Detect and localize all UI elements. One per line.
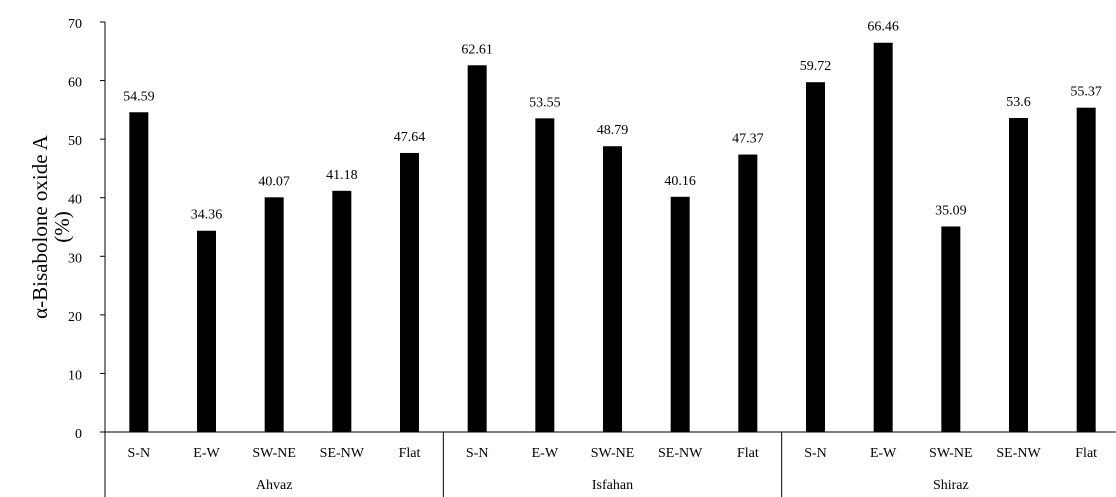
bar: [873, 42, 893, 433]
y-tick-label: 40: [68, 193, 82, 208]
x-tick-label: S-N: [466, 446, 489, 461]
data-label: 47.37: [732, 132, 764, 147]
x-tick-label: SW-NE: [252, 446, 296, 461]
y-axis-label-line: α-Bisabolone oxide A: [28, 134, 52, 318]
x-tick-label: E-W: [193, 446, 220, 461]
bar: [806, 82, 825, 432]
bar: [467, 65, 487, 432]
y-tick-label: 30: [68, 251, 82, 266]
x-axis-labels: S-N E-W SW-NE SE-NW Flat Ahvaz S-N E-W SW-NE SE-N…: [128, 446, 1098, 493]
data-label: 66.46: [867, 20, 899, 35]
data-label: 62.61: [461, 42, 493, 57]
bar: [197, 230, 216, 432]
group-label: Isfahan: [592, 478, 633, 493]
bar: [129, 112, 149, 432]
x-tick-label: S-N: [804, 446, 827, 461]
x-tick-label: E-W: [532, 446, 559, 461]
y-tick-label: 20: [68, 310, 82, 325]
x-tick-label: S-N: [128, 446, 151, 461]
y-tick-label: 60: [68, 76, 82, 91]
data-label: 53.55: [529, 95, 561, 110]
bar: [941, 226, 961, 432]
x-tick-label: Flat: [399, 446, 421, 461]
x-tick-label: Flat: [737, 446, 759, 461]
data-label: 34.36: [191, 208, 223, 223]
bar: [738, 154, 758, 432]
data-label: 55.37: [1070, 85, 1102, 100]
y-axis-label: α-Bisabolone oxide A(%): [28, 134, 74, 318]
x-tick-label: SW-NE: [929, 446, 973, 461]
data-label: 40.16: [664, 174, 696, 189]
group-label: Ahvaz: [256, 478, 293, 493]
x-tick-label: SE-NW: [658, 446, 703, 461]
data-label: 40.07: [258, 174, 290, 189]
bars: 54.59 34.36 40.07 41.18 47.64 62.61 53.55 48.79…: [123, 20, 1102, 433]
bar: [535, 118, 555, 432]
data-label: 54.59: [123, 89, 155, 104]
group-label: Shiraz: [933, 478, 969, 493]
data-label: 35.09: [935, 203, 967, 218]
x-tick-label: SW-NE: [591, 446, 635, 461]
bar: [332, 190, 352, 432]
y-tick-label: 50: [68, 134, 82, 149]
bar: [1076, 107, 1096, 432]
x-tick-label: SE-NW: [996, 446, 1041, 461]
y-axis-ticks: 0 10 20 30 40 50 60 70: [68, 17, 105, 442]
y-axis-label-line: (%): [50, 211, 74, 242]
x-tick-label: E-W: [870, 446, 897, 461]
data-label: 41.18: [326, 168, 358, 183]
data-label: 53.6: [1006, 95, 1031, 110]
x-tick-label: SE-NW: [320, 446, 365, 461]
bar: [603, 146, 622, 433]
data-label: 59.72: [800, 59, 832, 74]
data-label: 48.79: [597, 123, 629, 138]
x-tick-label: Flat: [1075, 446, 1097, 461]
y-tick-label: 0: [75, 427, 82, 442]
bar: [670, 196, 690, 432]
bar: [400, 152, 419, 433]
data-label: 47.64: [394, 130, 426, 145]
bar: [264, 197, 284, 432]
bar: [1009, 118, 1028, 433]
y-tick-label: 10: [68, 368, 82, 383]
y-tick-label: 70: [68, 17, 82, 32]
